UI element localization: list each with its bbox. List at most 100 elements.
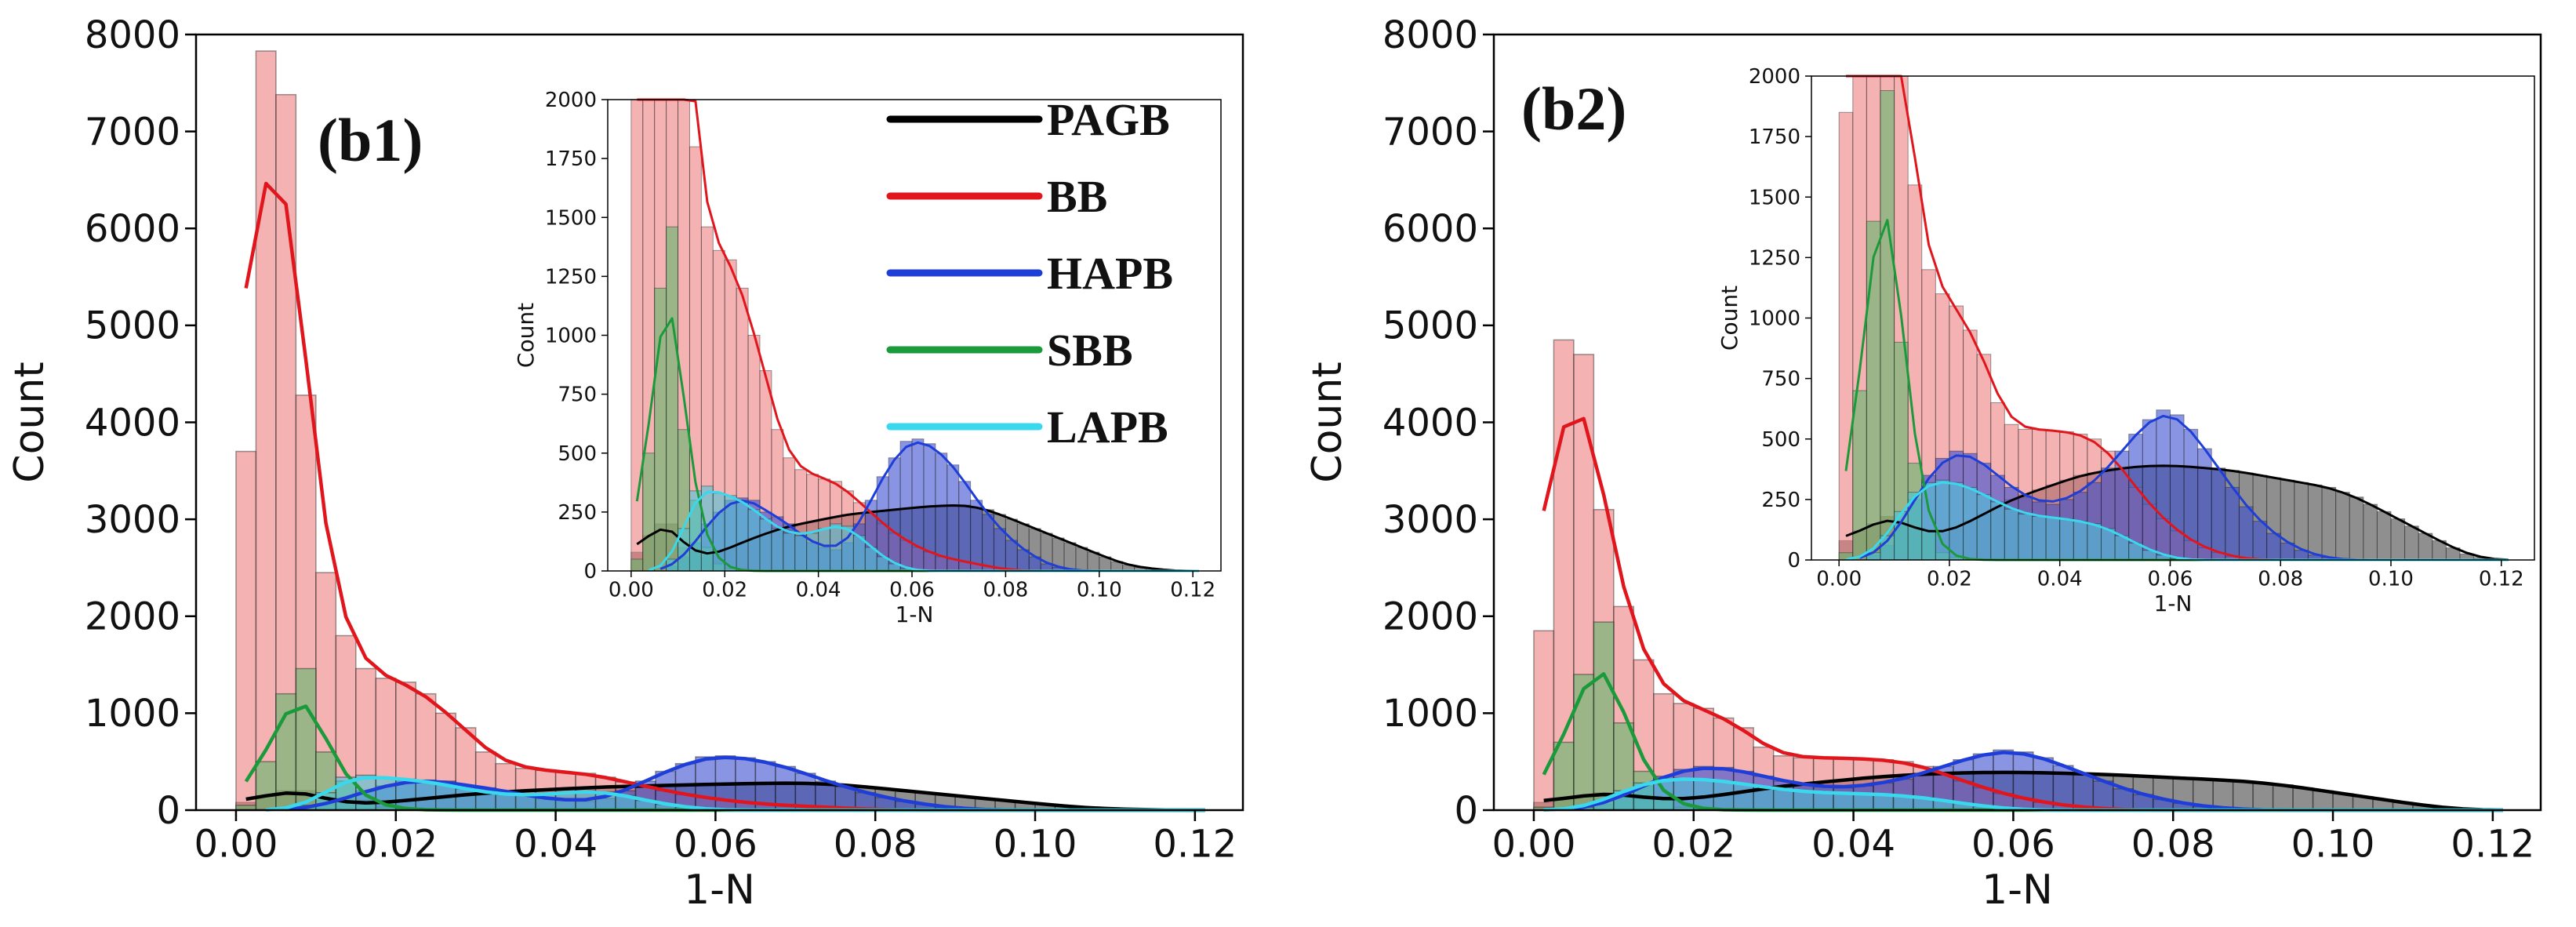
y-tick-label: 0: [1787, 549, 1800, 573]
y-tick-label: 750: [1761, 368, 1800, 391]
x-tick-label: 0.04: [2037, 568, 2083, 591]
x-tick-label: 0.08: [983, 579, 1028, 602]
bar-lapb: [2018, 513, 2033, 561]
x-tick-label: 0.08: [2131, 823, 2215, 867]
bar-lapb: [736, 500, 749, 572]
x-tick-label: 0.10: [2291, 823, 2375, 867]
y-tick-label: 1000: [85, 692, 180, 736]
bar-hapb: [1005, 540, 1018, 572]
bar-sbb: [666, 226, 679, 572]
bar-pagb: [2292, 787, 2314, 811]
legend-label-lapb: LAPB: [1047, 402, 1168, 453]
bar-lapb: [2032, 515, 2047, 561]
bar-lapb: [700, 485, 714, 572]
bar-hapb: [970, 500, 983, 572]
x-tick-label: 0.02: [1651, 823, 1735, 867]
bar-pagb: [2376, 511, 2392, 561]
inset-plot: 0.00 0.02 0.04 0.06 0.08 0.10 0.12 0 250 500 750 10…: [513, 89, 1222, 627]
bar-hapb: [982, 514, 994, 572]
bar-hapb: [2142, 419, 2157, 561]
bar-lapb: [1949, 482, 1964, 561]
bar-lapb: [1812, 791, 1834, 811]
legend-label-bb: BB: [1047, 171, 1107, 222]
bar-sbb: [1880, 90, 1895, 561]
bar-lapb: [830, 523, 842, 572]
x-tick-label: 0.12: [2479, 568, 2524, 591]
x-tick-label: 0.04: [514, 823, 598, 867]
kde-curve-pagb: [1845, 464, 2509, 562]
y-tick-label: 1000: [545, 325, 597, 348]
x-tick-label: 0.00: [1492, 823, 1576, 867]
bar-lapb: [1852, 793, 1874, 811]
bar-hapb: [2012, 751, 2034, 811]
y-tick-label: 5000: [1382, 304, 1478, 348]
kde-curve-pagb: [245, 781, 1205, 812]
y-tick-label: 2000: [1749, 65, 1800, 89]
y-tick-label: 1250: [1749, 246, 1800, 270]
bar-lapb: [712, 493, 725, 572]
bar-lapb: [1976, 494, 1992, 561]
kde-curve-pagb: [636, 504, 1199, 573]
y-tick-label: 1750: [1749, 125, 1800, 149]
y-tick-label: 6000: [1382, 207, 1478, 251]
inset-plot: 0.00 0.02 0.04 0.06 0.08 0.10 0.12 0 250 500 750 10…: [1717, 65, 2535, 616]
bar-pagb: [2418, 533, 2433, 561]
y-axis-label: Count: [6, 362, 53, 482]
y-tick-label: 4000: [85, 401, 180, 445]
legend-label-hapb: HAPB: [1047, 248, 1173, 299]
x-tick-label: 0.02: [702, 579, 747, 602]
bar-lapb: [2059, 518, 2074, 561]
y-tick-label: 1000: [1382, 692, 1478, 736]
bar-sbb: [295, 667, 317, 811]
bar-hapb: [2252, 521, 2268, 561]
x-tick-label: 0.10: [2368, 568, 2414, 591]
bar-lapb: [2101, 528, 2116, 561]
y-axis-label: Count: [1717, 285, 1742, 351]
bar-hapb: [1972, 753, 1994, 811]
bar-sbb: [255, 761, 277, 811]
bar-pagb: [2404, 525, 2419, 561]
x-tick-label: 0.06: [889, 579, 935, 602]
x-tick-label: 0.00: [1816, 568, 1862, 591]
bar-lapb: [1772, 789, 1794, 811]
y-tick-label: 6000: [85, 207, 180, 251]
bar-hapb: [911, 438, 925, 572]
y-tick-label: 4000: [1382, 401, 1478, 445]
y-tick-label: 2000: [1382, 595, 1478, 639]
x-axis-label: 1-N: [684, 867, 755, 914]
bar-bb: [1553, 339, 1575, 811]
x-tick-label: 0.04: [1811, 823, 1895, 867]
bar-pagb: [2335, 492, 2350, 561]
x-tick-label: 0.10: [1077, 579, 1122, 602]
y-tick-label: 500: [1761, 428, 1800, 452]
bar-lapb: [2045, 517, 2061, 561]
bar-sbb: [1573, 674, 1595, 811]
x-tick-label: 0.06: [674, 823, 758, 867]
bar-pagb: [2363, 503, 2378, 561]
bar-hapb: [993, 528, 1006, 572]
bar-lapb: [818, 528, 831, 572]
bar-lapb: [1833, 792, 1855, 811]
bar-lapb: [495, 794, 517, 811]
y-tick-label: 0: [583, 560, 597, 583]
legend: PAGB BB HAPB SBB LAPB: [886, 94, 1173, 453]
bar-lapb: [1793, 791, 1815, 811]
bar-hapb: [2211, 467, 2226, 561]
bar-sbb: [1866, 220, 1881, 561]
x-tick-label: 0.06: [2148, 568, 2193, 591]
bar-bb: [255, 50, 277, 811]
y-tick-label: 3000: [1382, 498, 1478, 542]
bar-hapb: [946, 464, 960, 572]
bar-hapb: [1016, 549, 1030, 572]
legend-label-pagb: PAGB: [1047, 94, 1170, 145]
x-tick-label: 0.10: [994, 823, 1077, 867]
bar-bb: [1838, 111, 1854, 561]
y-tick-label: 500: [558, 442, 597, 466]
bar-hapb: [899, 441, 913, 572]
y-tick-label: 0: [156, 789, 180, 833]
x-axis-label: 1-N: [896, 602, 934, 627]
bar-hapb: [2266, 533, 2281, 561]
x-tick-label: 0.00: [609, 579, 654, 602]
bar-lapb: [2087, 523, 2102, 561]
y-tick-label: 7000: [1382, 110, 1478, 154]
